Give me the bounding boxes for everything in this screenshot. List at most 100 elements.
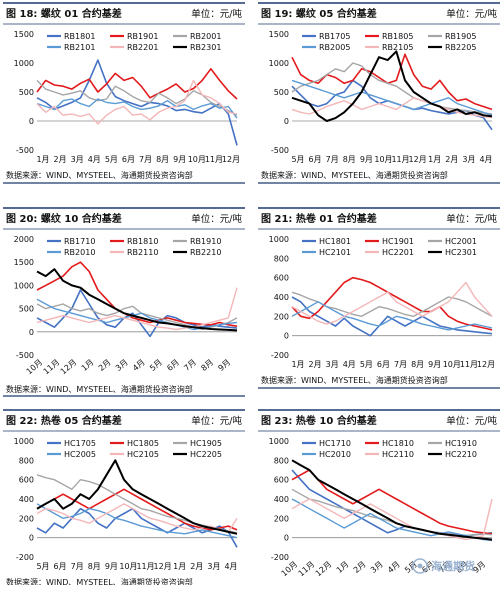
x-tick-label: 1月 [80,358,96,373]
x-tick-label: 1月 [428,155,441,164]
series-line [36,503,238,533]
legend-item: HC2101 [302,248,351,257]
x-tick-label: 7月 [139,155,152,164]
series-line [36,59,238,146]
y-tick-label: 600 [274,476,289,485]
y-tick-label: 500 [274,88,289,97]
legend-item: RB1905 [428,32,476,41]
y-tick-label: 1500 [14,30,34,39]
x-tick-label: 5月 [360,360,373,369]
y-tick-label: 200 [19,514,34,523]
legend-label: RB2001 [190,32,221,41]
chart-title: 图 18: 螺纹 01 合约基差 [6,7,122,20]
x-tick-label: 10月 [374,155,392,164]
chart-panel: 图 22: 热卷 05 合约基差 单位：元/吨 HC1705 HC1805 HC1905… [3,409,245,587]
x-tick-label: 7月 [182,358,198,373]
legend-item: HC1910 [428,439,477,448]
x-tick-label: 9月 [360,155,373,164]
x-tick-label: 10月 [25,358,45,377]
x-tick-label: 12月 [314,560,334,579]
unit-label: 单位：元/吨 [446,213,497,225]
x-tick-label: 8月 [156,155,169,164]
chart-panel: 图 18: 螺纹 01 合约基差 单位：元/吨 RB1801 RB1901 RB2001… [3,2,245,184]
y-tick-label: -200 [271,351,289,360]
legend-label: RB1705 [319,32,350,41]
x-tick-label: 11月 [42,358,62,377]
x-tick-label: 3月 [326,360,339,369]
legend-item: RB2101 [47,43,95,52]
x-tick-label: 3月 [114,358,130,373]
unit-label: 单位：元/吨 [191,415,242,427]
legend-item: HC1801 [302,237,351,246]
y-tick-label: -500 [16,351,34,360]
series-line [36,98,238,119]
x-tick-label: 9月 [428,360,441,369]
series-line [36,79,238,116]
y-tick-label: -500 [271,146,289,155]
series-line [291,498,493,541]
legend-item: HC1705 [47,439,96,448]
legend-item: HC1810 [365,439,414,448]
y-tick-label: 800 [19,456,34,465]
chart-title: 图 22: 热卷 05 合约基差 [6,414,122,427]
series-line [36,459,238,535]
y-tick-label: 0 [29,117,34,126]
chart-title: 图 19: 螺纹 05 合约基差 [261,7,377,20]
y-tick-label: 400 [274,293,289,302]
x-tick-label: 10月 [280,560,300,579]
y-tick-label: 600 [19,476,34,485]
y-tick-label: 2000 [14,235,34,244]
x-tick-label: 11月 [205,155,223,164]
y-tick-label: 1000 [14,59,34,68]
legend-item: HC2005 [47,450,96,459]
legend-item: RB2105 [365,43,413,52]
series-line [291,301,493,331]
x-tick-label: 8月 [88,562,101,571]
legend-item: HC2110 [365,450,414,459]
source-note: 数据来源：WIND、MYSTEEL、海通期货投资咨询部 [261,170,448,180]
y-tick-label: 200 [274,312,289,321]
legend-item: HC2105 [110,450,159,459]
unit-label: 单位：元/吨 [191,8,242,20]
legend-item: RB1810 [110,237,158,246]
source-note: 数据来源：WIND、MYSTEEL、海通期货投资咨询部 [6,170,193,180]
series-line [36,507,238,548]
x-tick-label: 4月 [479,155,492,164]
x-tick-label: 3月 [369,560,385,575]
y-tick-label: 1000 [269,59,289,68]
legend-label: HC2210 [445,450,477,459]
x-tick-label: 6月 [377,360,390,369]
x-tick-label: 12月 [59,358,79,377]
y-tick-label: -200 [271,553,289,562]
chart-panel: 图 19: 螺纹 05 合约基差 单位：元/吨 RB1705 RB1805 RB1905… [258,2,500,184]
legend-item: HC1710 [302,439,351,448]
y-tick-label: 1000 [14,281,34,290]
x-tick-label: 2月 [54,155,67,164]
x-tick-label: 6月 [122,155,135,164]
series-line [291,459,493,541]
source-note: 数据来源：WIND、MYSTEEL、海通期货投资咨询部 [6,384,193,394]
series-line [291,97,493,119]
x-tick-label: 5月 [105,155,118,164]
series-line [291,79,493,116]
legend-label: RB1810 [127,237,158,246]
watermark-text: 海通期货 [431,559,475,573]
legend-label: HC2201 [382,248,414,257]
y-tick-label: 0 [284,332,289,341]
x-tick-label: 12月 [154,562,172,571]
legend-label: HC2301 [445,248,477,257]
watermark: 海通期货 [412,558,475,574]
legend-item: RB2205 [428,43,476,52]
legend-item: RB1910 [173,237,221,246]
unit-label: 单位：元/吨 [446,415,497,427]
legend-label: HC2105 [127,450,159,459]
y-tick-label: 0 [284,117,289,126]
x-tick-label: 11月 [460,360,478,369]
legend-label: HC2110 [382,450,414,459]
legend-label: RB1901 [127,32,158,41]
series-line [291,276,493,331]
x-tick-label: 12月 [477,360,495,369]
source-note: 数据来源：WIND、MYSTEEL、海通期货投资咨询部 [6,577,193,585]
watermark-logo [417,563,423,569]
